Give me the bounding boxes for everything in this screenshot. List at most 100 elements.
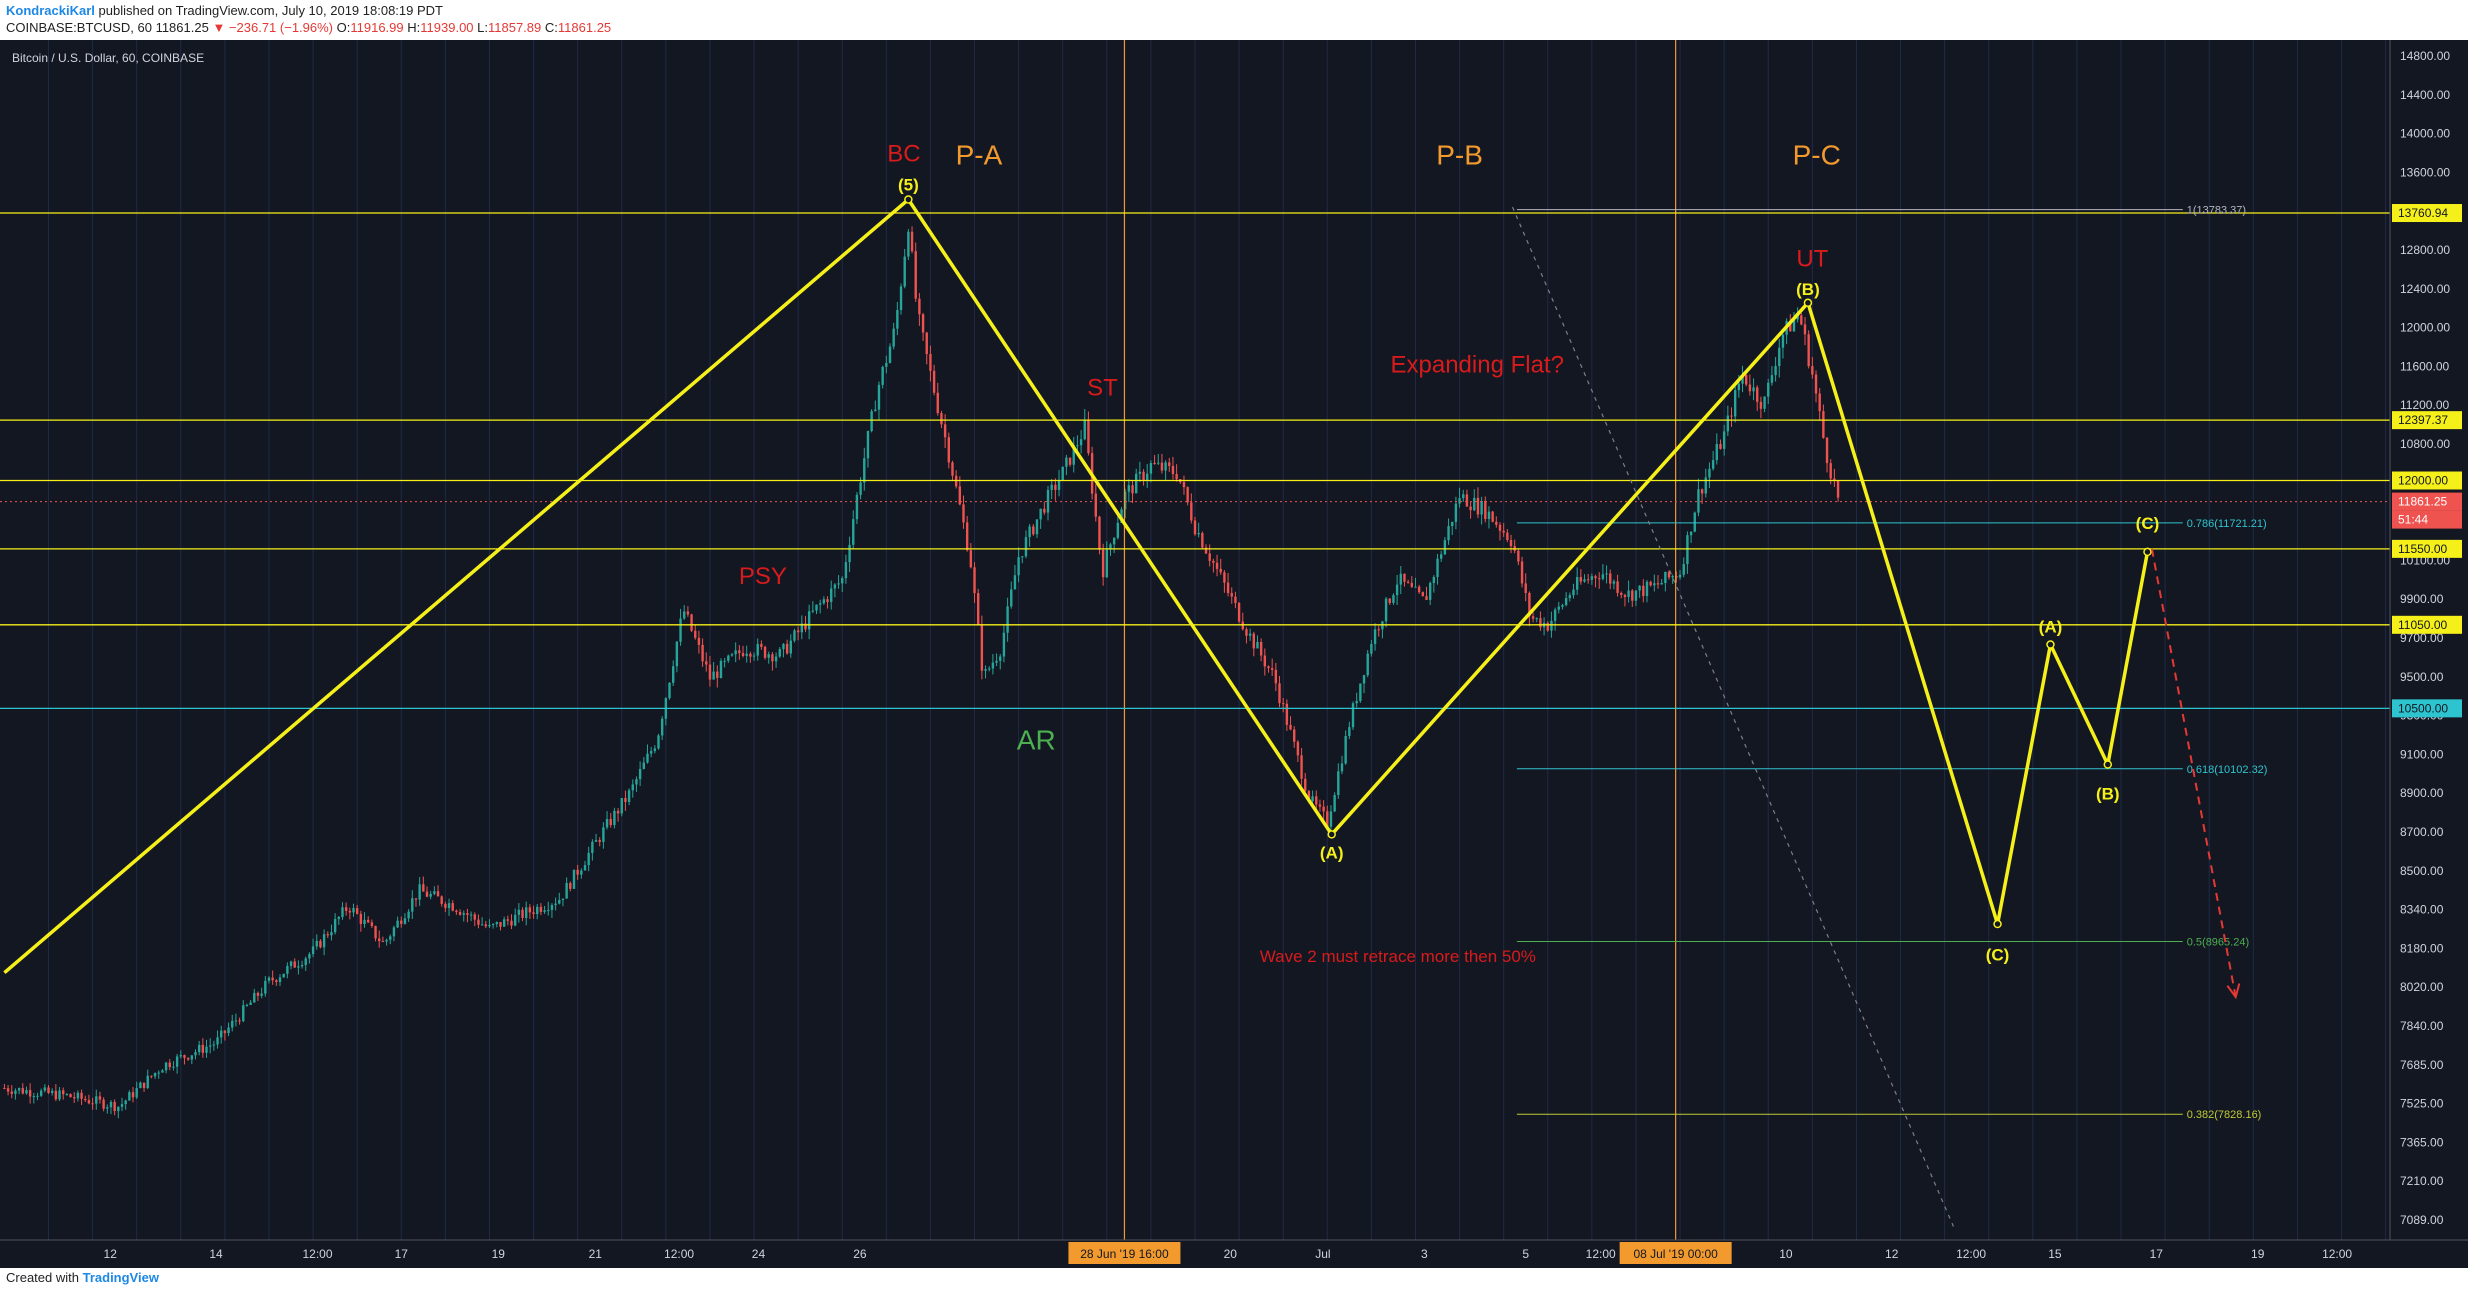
- price-tick-label: 9700.00: [2400, 631, 2444, 645]
- wave-path: (5) (A) (B) (C) (A) (B) (C): [3, 175, 2159, 974]
- candle-body: [565, 882, 568, 899]
- candle-body: [183, 1055, 186, 1058]
- candle-body: [348, 910, 352, 913]
- candle-body: [1814, 374, 1818, 394]
- last-price: 11861.25: [155, 20, 209, 35]
- tradingview-logo[interactable]: TradingView: [82, 1270, 159, 1285]
- candle-body: [1021, 556, 1024, 558]
- candle-body: [1539, 618, 1542, 628]
- candle-body: [205, 1046, 208, 1053]
- candle-body: [1502, 530, 1505, 533]
- candle-body: [1520, 561, 1524, 584]
- price-chart[interactable]: 1(13783.37) 0.786(11721.21) 0.618(10102.32…: [0, 40, 2468, 1268]
- candle-body: [216, 1037, 219, 1045]
- candle-body: [1649, 581, 1652, 586]
- candle-body: [418, 884, 421, 900]
- candle-body: [708, 664, 712, 680]
- candle-body: [1645, 581, 1649, 597]
- candle-body: [896, 310, 899, 329]
- candle-body: [613, 810, 616, 826]
- price-tick-label: 8180.00: [2400, 941, 2444, 955]
- candle-body: [234, 1020, 238, 1022]
- candle-body: [333, 919, 337, 933]
- candle-body: [1598, 578, 1601, 580]
- candle-body: [899, 286, 903, 311]
- time-tick-label: 12:00: [1956, 1247, 1986, 1261]
- candle-body: [988, 668, 991, 670]
- candle-body: [561, 898, 565, 900]
- candle-body: [1315, 796, 1318, 805]
- candle-body: [999, 656, 1002, 661]
- candle-body: [995, 660, 998, 663]
- candle-body: [1248, 633, 1252, 636]
- candle-body: [411, 898, 414, 912]
- candle-body: [785, 643, 789, 654]
- wave-node: [1327, 830, 1336, 839]
- candle-body: [1697, 489, 1700, 513]
- candle-body: [789, 640, 792, 654]
- candle-body: [264, 980, 267, 994]
- candle-body: [1667, 571, 1671, 578]
- candle-body: [1002, 632, 1006, 657]
- candle-body: [1149, 463, 1153, 474]
- candle-body: [818, 603, 822, 605]
- candle-body: [1741, 374, 1744, 384]
- candle-body: [1087, 419, 1090, 454]
- candle-body: [172, 1066, 175, 1068]
- price-tick-label: 7840.00: [2400, 1019, 2444, 1033]
- chart-annotation: P-A: [956, 140, 1003, 171]
- candle-body: [877, 384, 881, 410]
- candle-body: [370, 922, 374, 927]
- candle-body: [594, 840, 598, 842]
- candle-body: [1403, 573, 1406, 582]
- candle-body: [1469, 506, 1472, 511]
- price-tick-label: 7365.00: [2400, 1135, 2444, 1149]
- candle-body: [631, 784, 634, 791]
- candle-body: [583, 865, 587, 871]
- candle-body: [936, 392, 939, 414]
- level-price-badge: 10500.00: [2398, 701, 2448, 715]
- candle-body: [1836, 480, 1840, 498]
- price-axis[interactable]: 14800.0014400.0014000.0013600.0013200.00…: [2392, 49, 2462, 1227]
- candle-body: [903, 256, 906, 287]
- price-tick-label: 11600.00: [2400, 359, 2449, 373]
- candle-body: [969, 550, 973, 568]
- candle-body: [932, 370, 936, 393]
- candle-body: [256, 992, 260, 996]
- candle-body: [991, 662, 995, 669]
- candle-body: [1153, 463, 1156, 465]
- candle-body: [1509, 540, 1513, 547]
- candle-body: [1715, 444, 1719, 461]
- candle-body: [179, 1055, 182, 1057]
- price-tick-label: 8900.00: [2400, 786, 2444, 800]
- chart-annotation: ST: [1087, 374, 1118, 401]
- chart-area[interactable]: 1(13783.37) 0.786(11721.21) 0.618(10102.32…: [0, 40, 2468, 1268]
- price-tick-label: 14000.00: [2400, 127, 2450, 141]
- candle-body: [807, 611, 811, 630]
- author-link[interactable]: KondrackiKarl: [6, 3, 95, 18]
- candle-body: [1553, 609, 1557, 621]
- price-tick-label: 7685.00: [2400, 1058, 2444, 1072]
- candle-body: [1414, 586, 1417, 588]
- candle-body: [918, 298, 921, 315]
- chart-annotation: P-B: [1436, 140, 1483, 171]
- candle-body: [1417, 586, 1421, 593]
- wave-node: [1803, 298, 1813, 308]
- candle-body: [841, 578, 844, 584]
- price-change: ▼ −236.71 (−1.96%): [212, 20, 334, 35]
- candle-body: [550, 905, 554, 910]
- candle-body: [1300, 755, 1303, 779]
- candle-body: [980, 624, 984, 671]
- candle-body: [367, 919, 370, 923]
- time-axis[interactable]: 12 14 12:00 17 19 21 12:00 24 26 20 Jul 3 5 12:00 10 12…: [104, 1242, 2353, 1264]
- candle-body: [1259, 641, 1263, 656]
- time-tick-label: 21: [589, 1247, 603, 1261]
- candle-body: [1039, 508, 1042, 520]
- candle-body: [1744, 374, 1748, 385]
- level-price-badge: 13760.94: [2398, 206, 2448, 220]
- candle-body: [796, 630, 800, 633]
- candle-body: [223, 1030, 227, 1034]
- candle-body: [804, 623, 807, 630]
- candle-body: [1032, 526, 1035, 535]
- candle-body: [525, 907, 528, 918]
